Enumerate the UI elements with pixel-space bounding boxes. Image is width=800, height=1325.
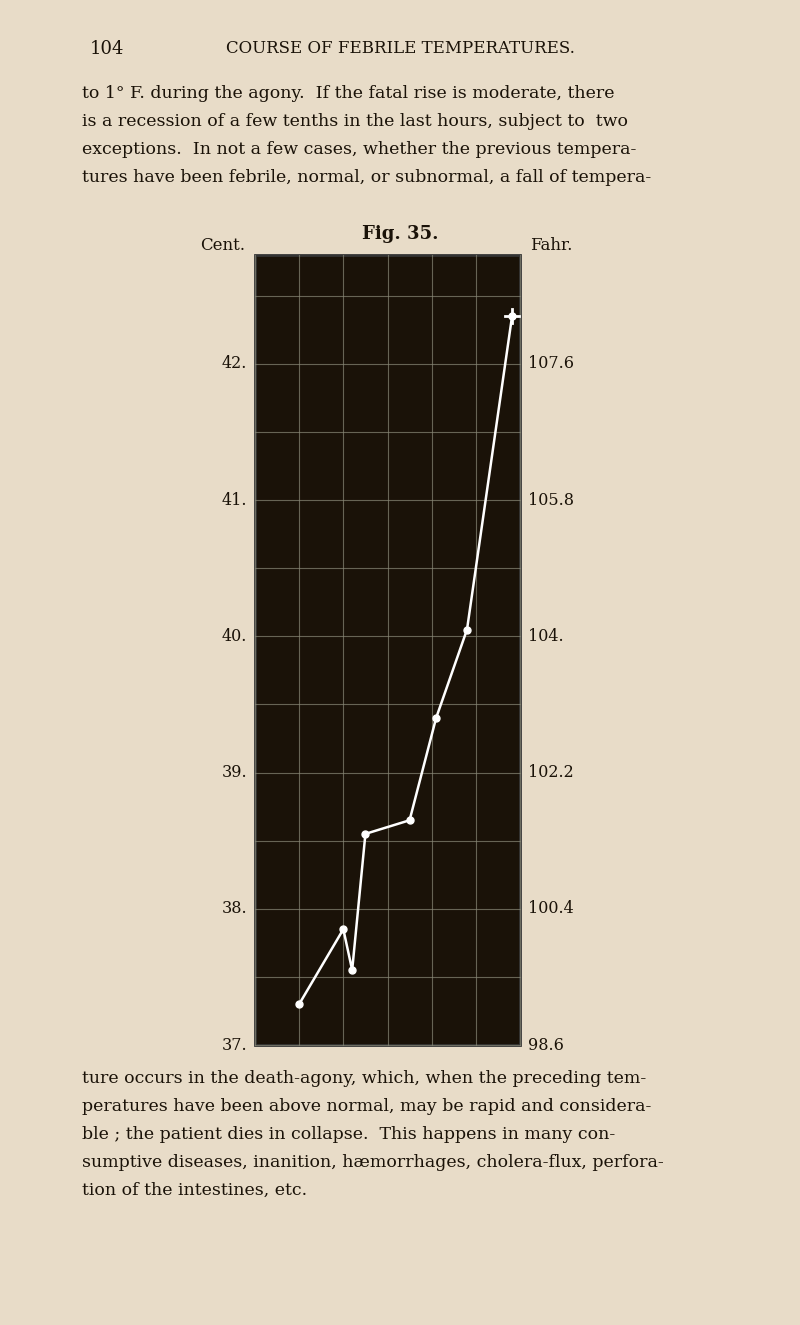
Text: 38.: 38.	[222, 900, 247, 917]
Text: is a recession of a few tenths in the last hours, subject to  two: is a recession of a few tenths in the la…	[82, 113, 628, 130]
Text: 40.: 40.	[222, 628, 247, 645]
Text: 102.2: 102.2	[528, 765, 574, 780]
Text: tion of the intestines, etc.: tion of the intestines, etc.	[82, 1182, 307, 1199]
Text: 41.: 41.	[222, 492, 247, 509]
Text: Fahr.: Fahr.	[530, 237, 572, 254]
Bar	[255, 254, 520, 1045]
Text: 104: 104	[90, 40, 124, 58]
Text: ture occurs in the death-agony, which, when the preceding tem-: ture occurs in the death-agony, which, w…	[82, 1071, 646, 1086]
Text: COURSE OF FEBRILE TEMPERATURES.: COURSE OF FEBRILE TEMPERATURES.	[226, 40, 574, 57]
Text: ble ; the patient dies in collapse.  This happens in many con-: ble ; the patient dies in collapse. This…	[82, 1126, 615, 1143]
Text: peratures have been above normal, may be rapid and considera-: peratures have been above normal, may be…	[82, 1098, 651, 1116]
Text: Fig. 35.: Fig. 35.	[362, 225, 438, 242]
Text: 107.6: 107.6	[528, 355, 574, 372]
Text: exceptions.  In not a few cases, whether the previous tempera-: exceptions. In not a few cases, whether …	[82, 140, 636, 158]
Text: 104.: 104.	[528, 628, 564, 645]
Text: 37.: 37.	[222, 1036, 247, 1053]
Text: 100.4: 100.4	[528, 900, 574, 917]
Text: Cent.: Cent.	[200, 237, 245, 254]
Text: 105.8: 105.8	[528, 492, 574, 509]
Text: sumptive diseases, inanition, hæmorrhages, cholera-flux, perfora-: sumptive diseases, inanition, hæmorrhage…	[82, 1154, 664, 1171]
Text: 39.: 39.	[222, 765, 247, 780]
Text: 42.: 42.	[222, 355, 247, 372]
Text: to 1° F. during the agony.  If the fatal rise is moderate, there: to 1° F. during the agony. If the fatal …	[82, 85, 614, 102]
Text: 98.6: 98.6	[528, 1036, 564, 1053]
Text: tures have been febrile, normal, or subnormal, a fall of tempera-: tures have been febrile, normal, or subn…	[82, 170, 651, 186]
